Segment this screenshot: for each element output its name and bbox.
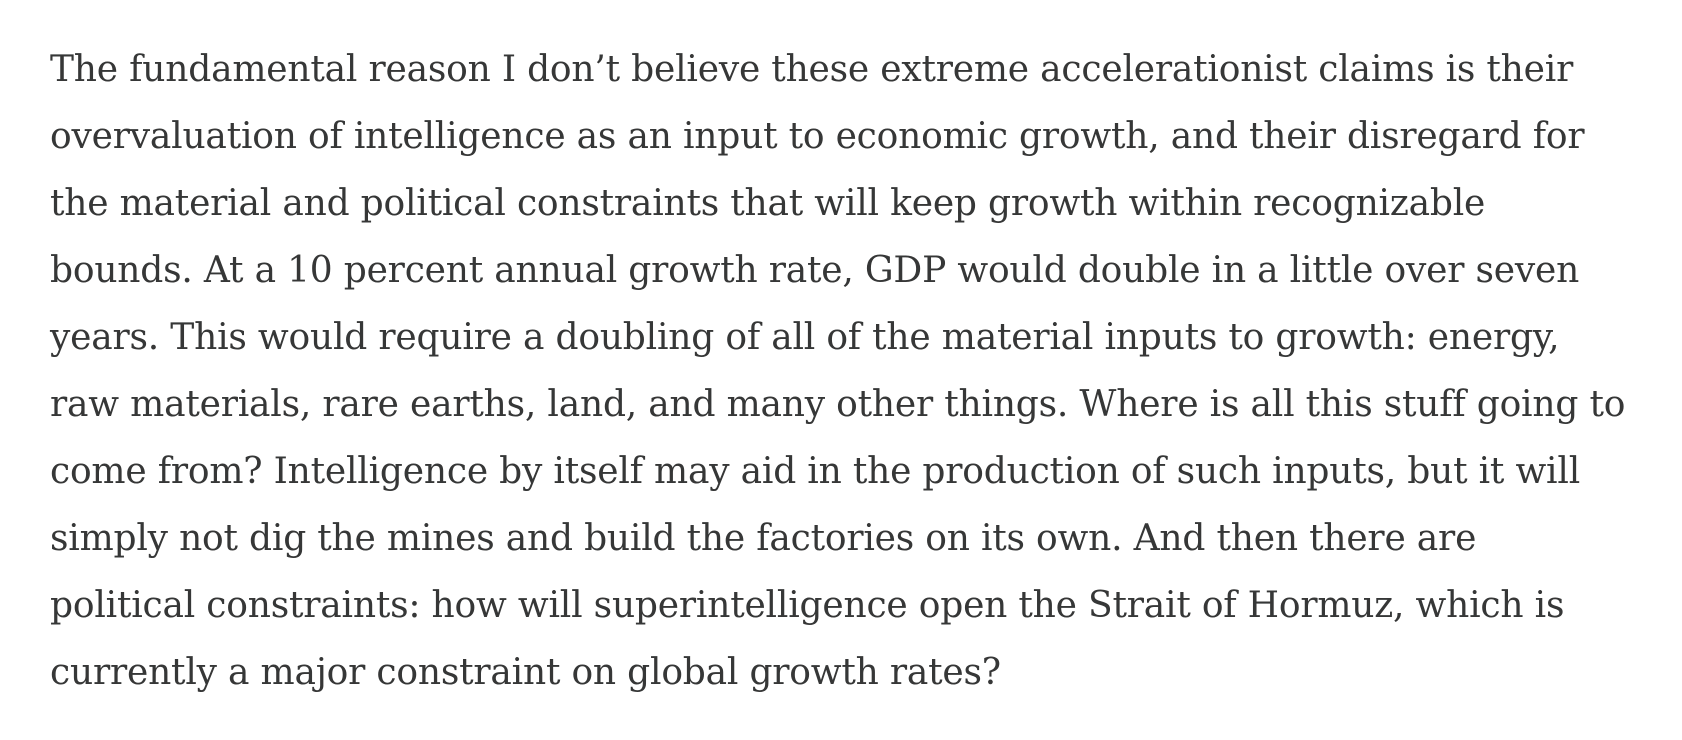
paragraph-line-3: the material and political constraints t… [50,183,1486,224]
paragraph-line-2: overvaluation of intelligence as an inpu… [50,116,1585,157]
paragraph-line-9: political constraints: how will superint… [50,585,1565,626]
article-paragraph: The fundamental reason I don’t believe t… [50,36,1650,706]
paragraph-line-6: raw materials, rare earths, land, and ma… [50,384,1626,425]
paragraph-line-8: simply not dig the mines and build the f… [50,518,1477,559]
paragraph-line-7: come from? Intelligence by itself may ai… [50,451,1581,492]
paragraph-line-1: The fundamental reason I don’t believe t… [50,49,1574,90]
paragraph-line-5: years. This would require a doubling of … [50,317,1560,358]
paragraph-line-10: currently a major constraint on global g… [50,652,1001,693]
paragraph-line-4: bounds. At a 10 percent annual growth ra… [50,250,1580,291]
